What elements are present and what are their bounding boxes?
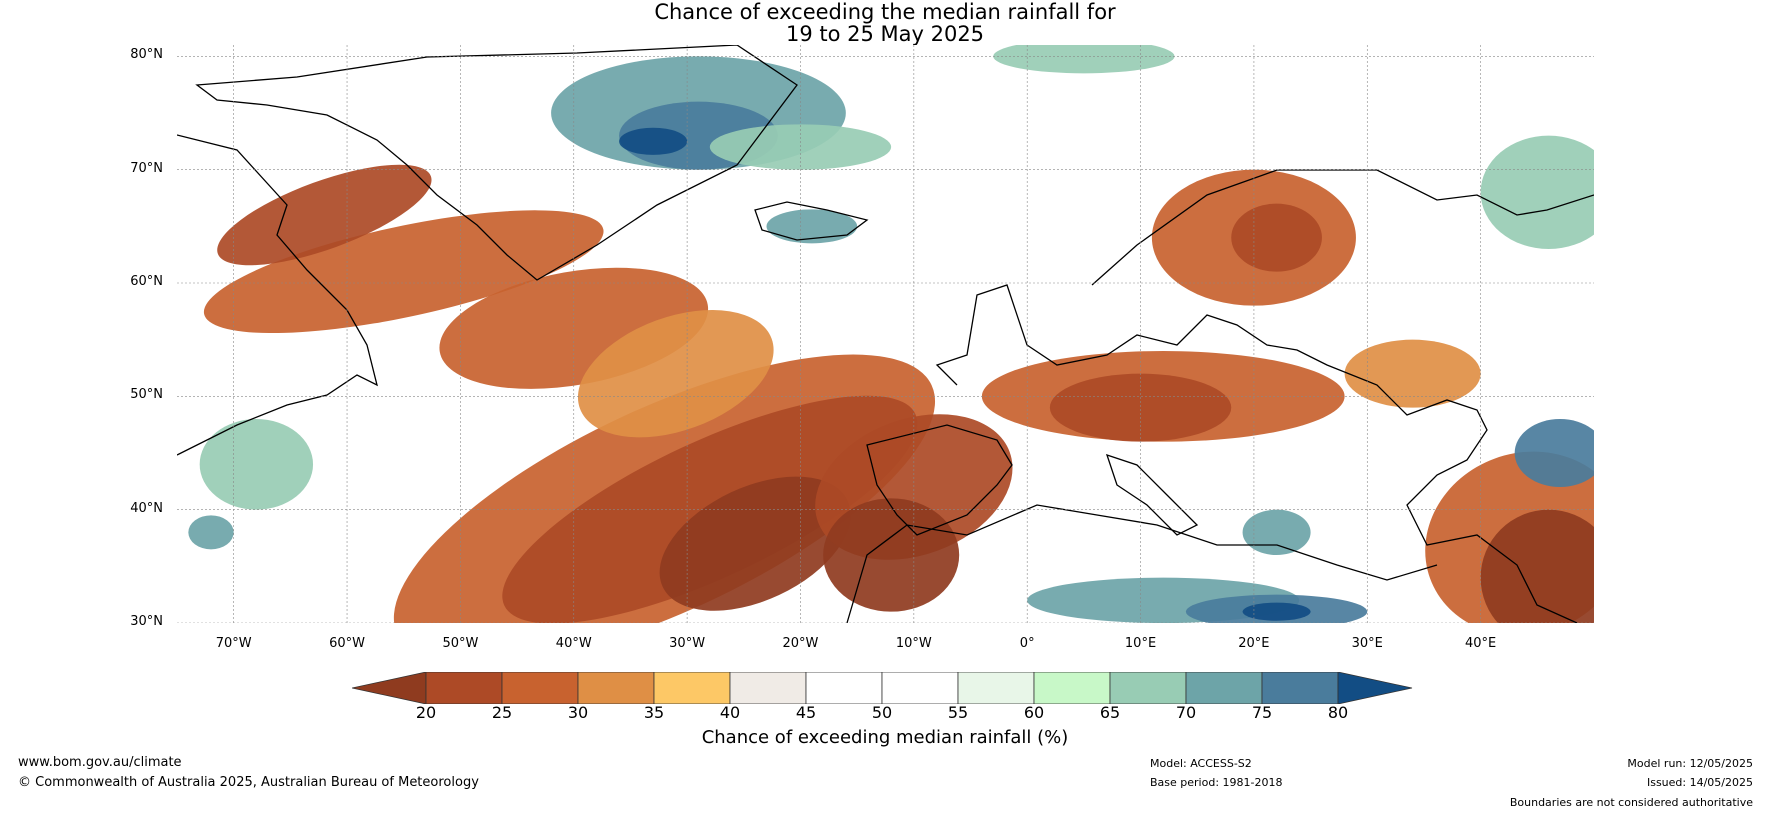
colorbar [352, 672, 1413, 704]
italy-coast [1105, 453, 1199, 536]
longitude-label: 10°E [1124, 636, 1157, 651]
colorbar-segment [881, 672, 959, 704]
model-run-text: Model run: 12/05/2025 [1627, 757, 1753, 770]
colorbar-segment [577, 672, 655, 704]
latitude-label: 80°N [130, 47, 163, 63]
colorbar-tick-label: 65 [1099, 703, 1121, 722]
latitude-label: 60°N [130, 274, 163, 289]
coastlines [177, 45, 1594, 623]
longitude-label: 30°W [669, 636, 706, 651]
colorbar-tick-label: 75 [1251, 703, 1273, 722]
rainfall-region [993, 45, 1175, 74]
rainfall-region [577, 310, 774, 438]
rainfall-region [199, 419, 314, 510]
rainfall-map [177, 45, 1594, 623]
colorbar-segment [1109, 672, 1187, 704]
colorbar-segment [653, 672, 731, 704]
greenland-coast [195, 45, 798, 281]
rainfall-region [1049, 373, 1232, 442]
rainfall-region [1242, 509, 1311, 555]
iberia-coast [866, 424, 1013, 536]
rainfall-region [1242, 602, 1311, 621]
colorbar-segment [1261, 672, 1339, 704]
rainfall-region [659, 476, 851, 611]
colorbar-segment [1185, 672, 1263, 704]
colorbar-segment [352, 672, 427, 704]
rainfall-region [1231, 203, 1322, 272]
longitude-label: 70°W [215, 636, 252, 651]
latitude-label: 50°N [130, 387, 163, 403]
graticule [177, 45, 1594, 623]
colorbar-segment [805, 672, 883, 704]
colorbar-segment [729, 672, 807, 704]
colorbar-label: Chance of exceeding median rainfall (%) [701, 727, 1069, 748]
colorbar-tick-label: 70 [1175, 703, 1197, 722]
latitude-label: 30°N [130, 614, 163, 629]
colorbar-segment [957, 672, 1035, 704]
rainfall-region [823, 498, 960, 612]
colorbar-tick-label: 20 [415, 703, 437, 722]
rainfall-region [1344, 339, 1481, 408]
scandinavia-coast [1091, 169, 1594, 286]
latitude-label: 70°N [130, 160, 163, 176]
rainfall-region [619, 127, 688, 155]
colorbar-tick-label: 80 [1327, 703, 1349, 722]
longitude-label: 40°W [555, 636, 592, 651]
longitude-label: 30°E [1351, 636, 1383, 651]
colorbar-tick-label: 50 [871, 703, 893, 722]
latitude-label: 40°N [130, 500, 163, 516]
copyright-text: © Commonwealth of Australia 2025, Austra… [18, 775, 479, 790]
north-america-coast [177, 134, 378, 456]
issued-text: Issued: 14/05/2025 [1646, 776, 1753, 789]
rainfall-region [1480, 135, 1594, 249]
rainfall-region [203, 210, 604, 334]
iceland-coast [754, 201, 869, 241]
colorbar-segment [425, 672, 503, 704]
longitude-label: 20°E [1238, 636, 1270, 651]
model-text: Model: ACCESS-S2 [1150, 757, 1252, 770]
colorbar-segment [1337, 672, 1413, 704]
rainfall-region [1514, 419, 1594, 487]
north-africa-coast [846, 504, 1438, 623]
longitude-label: 20°W [782, 636, 819, 651]
colorbar-tick-label: 45 [795, 703, 817, 722]
rainfall-regions [188, 45, 1594, 623]
colorbar-tick-label: 55 [947, 703, 969, 722]
longitude-label: 60°W [329, 636, 365, 651]
longitude-label: 10°W [895, 636, 932, 651]
europe-coast [935, 284, 1578, 623]
longitude-label: 50°W [442, 636, 479, 651]
colorbar-tick-label: 30 [567, 703, 589, 722]
longitude-label: 0° [1019, 636, 1035, 651]
map-title-line1: Chance of exceeding the median rainfall … [654, 0, 1116, 24]
colorbar-tick-label: 40 [719, 703, 741, 722]
boundaries-text: Boundaries are not considered authoritat… [1509, 796, 1753, 809]
colorbar-segment [501, 672, 579, 704]
rainfall-region [766, 209, 858, 244]
colorbar-tick-label: 60 [1023, 703, 1045, 722]
colorbar-segment [1033, 672, 1111, 704]
longitude-label: 40°E [1464, 636, 1497, 651]
rainfall-region [217, 164, 432, 266]
rainfall-region [188, 515, 234, 550]
colorbar-tick-label: 25 [491, 703, 513, 722]
rainfall-region [1480, 509, 1594, 623]
map-title-line2: 19 to 25 May 2025 [785, 22, 985, 46]
colorbar-tick-label: 35 [643, 703, 665, 722]
website-text: www.bom.gov.au/climate [18, 755, 182, 770]
base-period-text: Base period: 1981-2018 [1150, 776, 1283, 789]
